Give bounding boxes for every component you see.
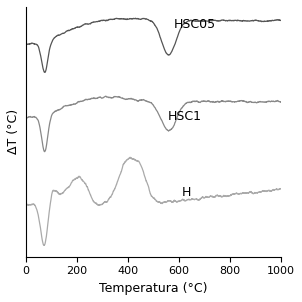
- Text: H: H: [182, 186, 191, 199]
- X-axis label: Temperatura (°C): Temperatura (°C): [99, 282, 207, 295]
- Text: HSC1: HSC1: [167, 110, 201, 123]
- Y-axis label: ΔT (°C): ΔT (°C): [7, 109, 20, 154]
- Text: HSC05: HSC05: [174, 18, 216, 31]
